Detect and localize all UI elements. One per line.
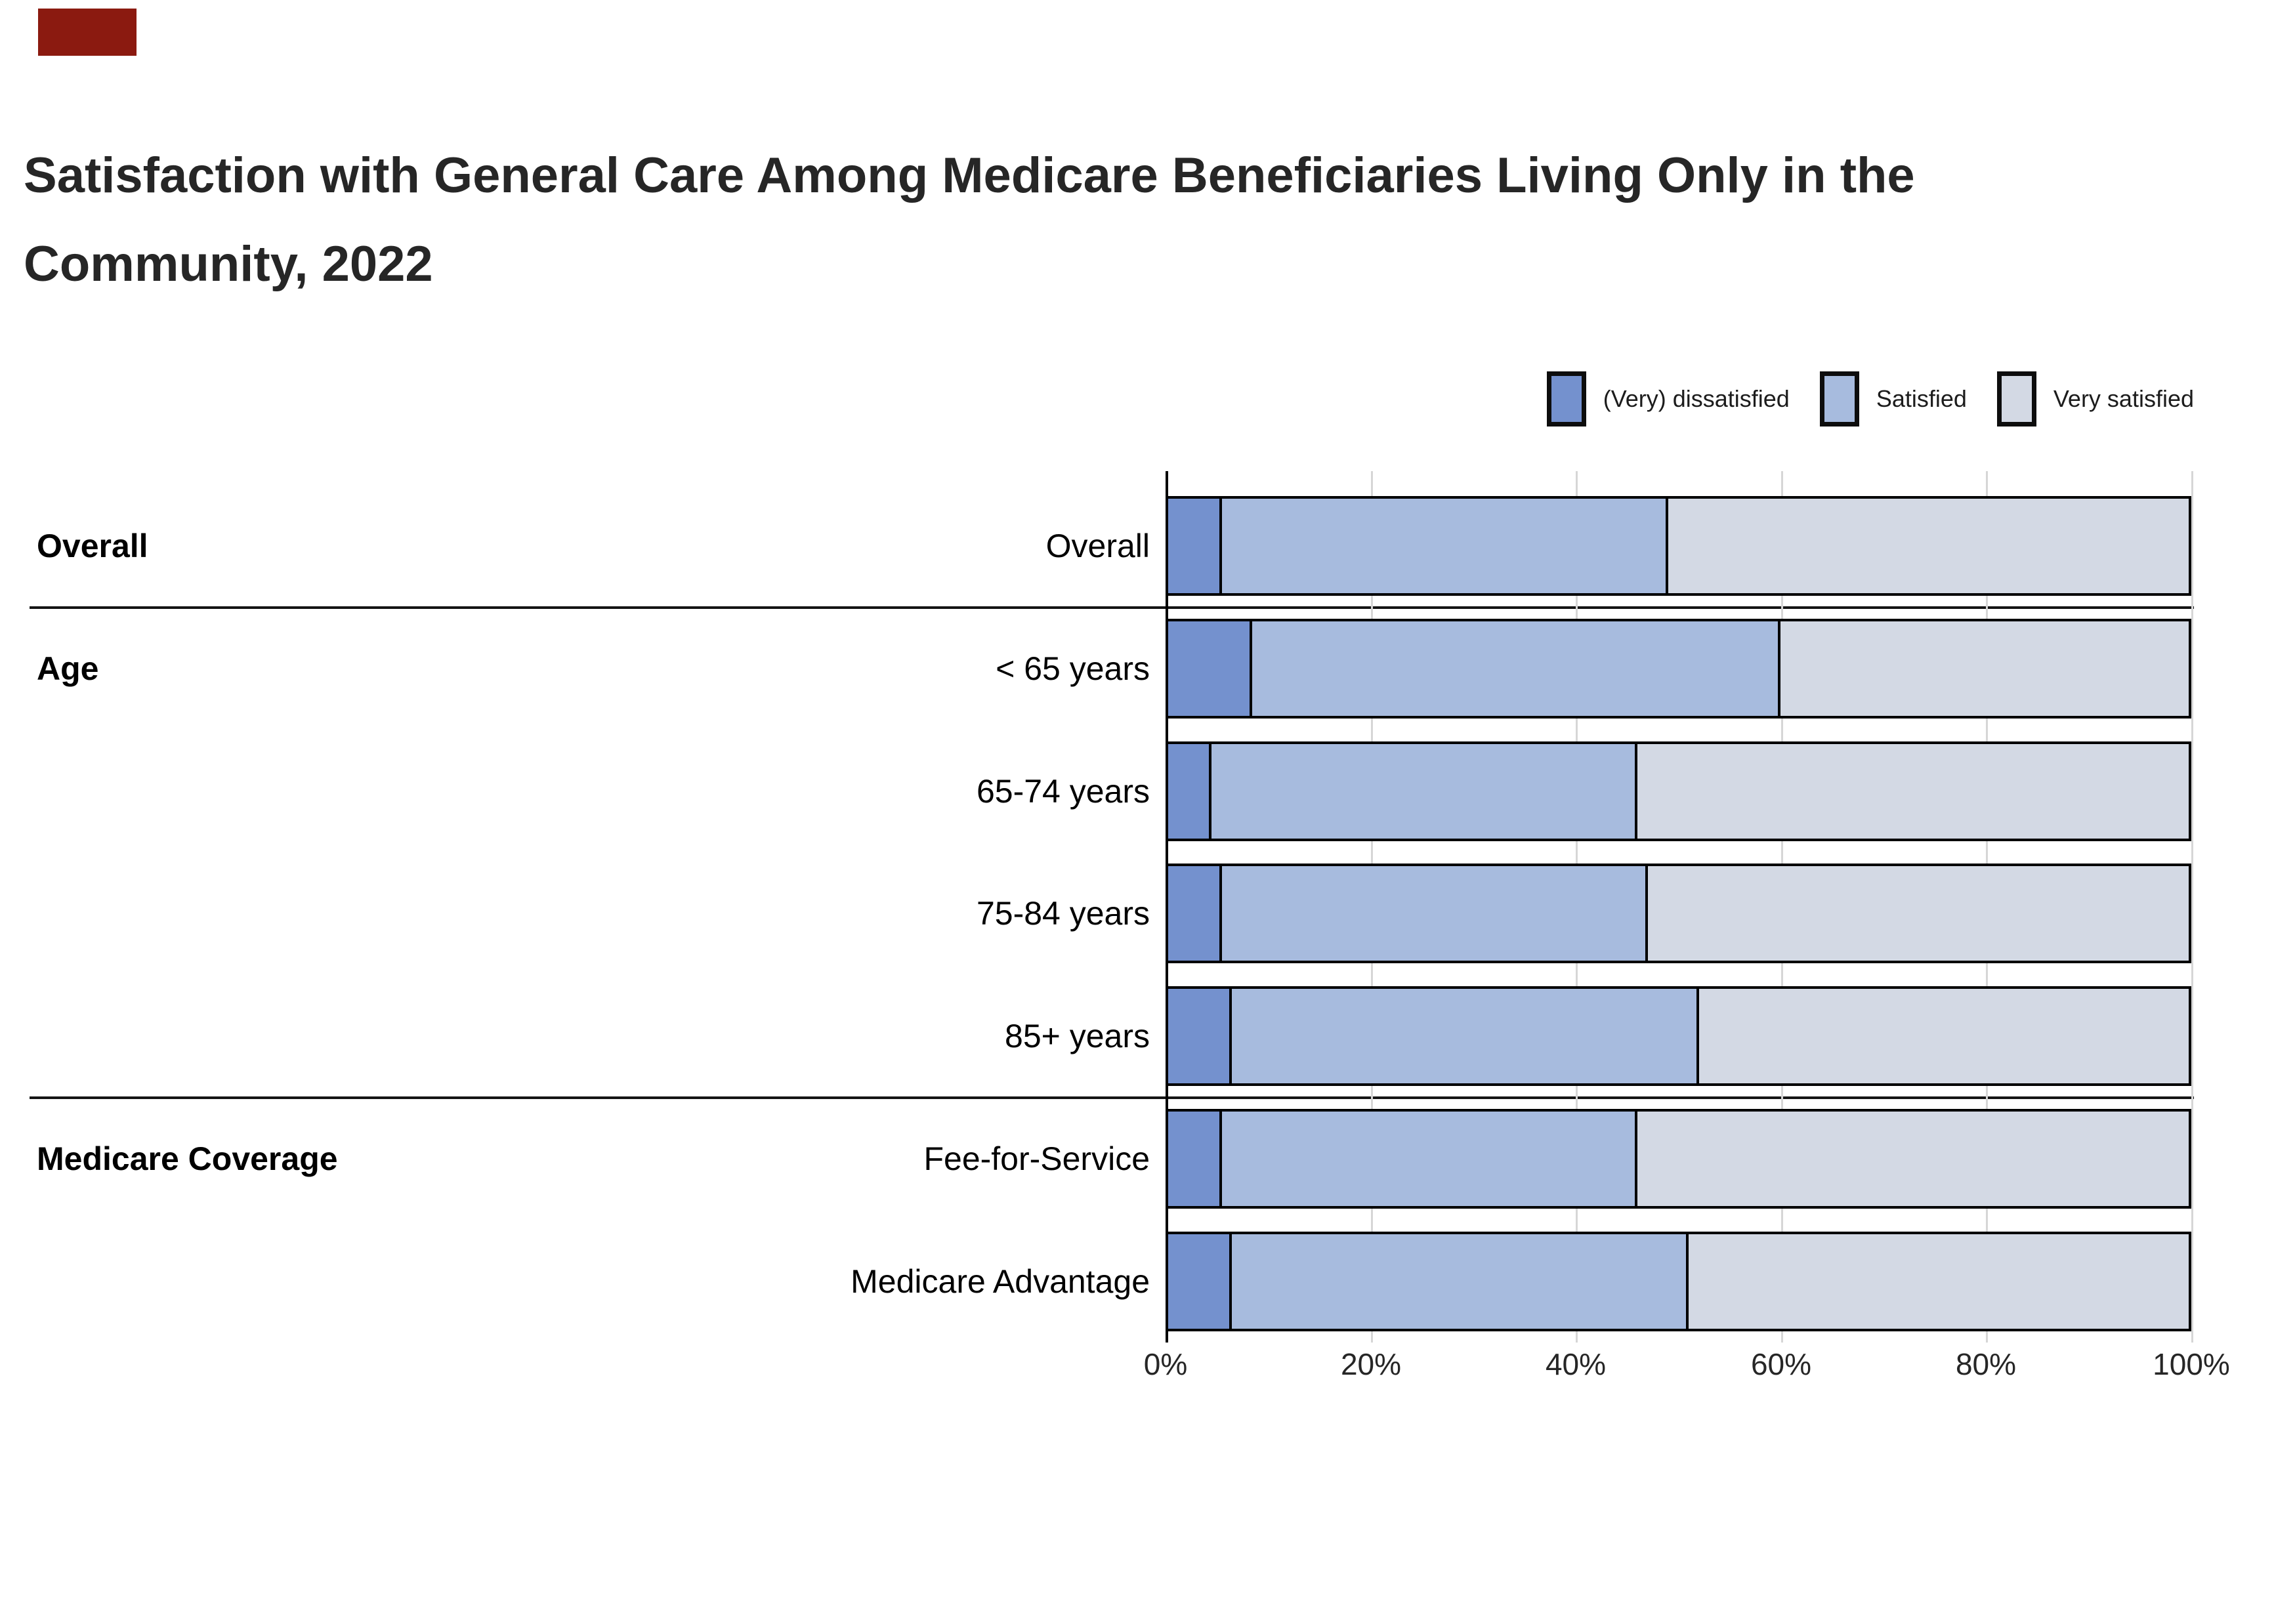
bar-segment <box>1229 1234 1689 1329</box>
x-tick-label: 0% <box>1143 1347 1188 1381</box>
row-label: < 65 years <box>996 650 1150 687</box>
legend-swatch-icon <box>1546 371 1586 427</box>
chart-title: Satisfaction with General Care Among Med… <box>24 148 1915 292</box>
section-divider <box>30 606 2194 609</box>
section-label: Overall <box>37 528 148 564</box>
gridline <box>2191 471 2193 1343</box>
bar-segment <box>1637 744 2189 839</box>
bar-segment <box>1647 866 2189 961</box>
bar-segment <box>1698 989 2189 1083</box>
bar-segment <box>1168 989 1230 1083</box>
row-label: Medicare Advantage <box>851 1263 1150 1300</box>
legend-label: Satisfied <box>1876 385 1967 412</box>
screen-marker <box>38 9 137 56</box>
row-label: 75-84 years <box>976 895 1150 932</box>
bar-segment <box>1168 744 1210 839</box>
bar-segment <box>1637 1112 2189 1206</box>
plot-area <box>1166 471 2193 1343</box>
legend-item: Satisfied <box>1819 371 1967 427</box>
x-tick-label: 100% <box>2153 1347 2230 1381</box>
bar-row <box>1166 496 2191 596</box>
bar-segment <box>1229 989 1699 1083</box>
bar-segment <box>1219 1112 1638 1206</box>
bar-row <box>1166 741 2191 841</box>
legend-item: (Very) dissatisfied <box>1546 371 1790 427</box>
bar-row <box>1166 1232 2191 1331</box>
bar-row <box>1166 619 2191 718</box>
bar-segment <box>1689 1234 2189 1329</box>
bar-row <box>1166 1109 2191 1209</box>
x-tick-label: 60% <box>1750 1347 1812 1381</box>
legend-label: (Very) dissatisfied <box>1603 385 1790 412</box>
row-label: Fee-for-Service <box>923 1140 1150 1177</box>
legend: (Very) dissatisfied Satisfied Very satisfi… <box>1546 371 2194 427</box>
row-label: Overall <box>1045 528 1150 564</box>
bar-segment <box>1219 499 1668 593</box>
x-tick-label: 80% <box>1955 1347 2017 1381</box>
bar-segment <box>1168 621 1250 716</box>
bar-segment <box>1168 499 1219 593</box>
section-label: Medicare Coverage <box>37 1140 338 1177</box>
section-divider <box>30 1096 2194 1099</box>
bar-segment <box>1168 866 1219 961</box>
bar-row <box>1166 986 2191 1086</box>
legend-swatch-icon <box>1819 371 1859 427</box>
x-tick-label: 20% <box>1340 1347 1402 1381</box>
bar-segment <box>1250 621 1780 716</box>
x-tick-label: 40% <box>1545 1347 1607 1381</box>
legend-label: Very satisfied <box>2053 385 2194 412</box>
bar-segment <box>1668 499 2189 593</box>
legend-item: Very satisfied <box>1996 371 2194 427</box>
bar-segment <box>1219 866 1648 961</box>
row-label: 85+ years <box>1005 1018 1150 1054</box>
section-label: Age <box>37 650 99 687</box>
bar-segment <box>1168 1234 1230 1329</box>
bar-row <box>1166 864 2191 963</box>
bar-segment <box>1209 744 1638 839</box>
row-label: 65-74 years <box>976 773 1150 810</box>
bar-segment <box>1780 621 2189 716</box>
bar-segment <box>1168 1112 1219 1206</box>
legend-swatch-icon <box>1996 371 2036 427</box>
